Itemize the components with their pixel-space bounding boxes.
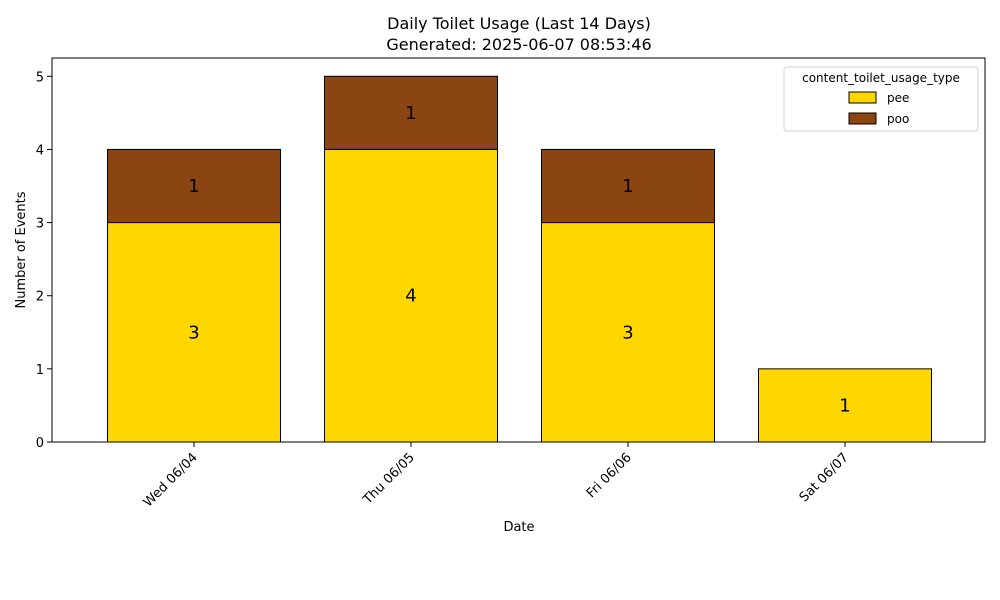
x-axis-label: Date xyxy=(503,520,534,535)
chart-title: Daily Toilet Usage (Last 14 Days) xyxy=(387,14,651,33)
y-tick-label: 3 xyxy=(36,217,44,232)
bar-value-label: 4 xyxy=(405,286,416,307)
x-tick-label: Wed 06/04 xyxy=(141,450,201,510)
y-tick-label: 2 xyxy=(36,290,44,305)
legend-swatch-pee xyxy=(848,91,877,104)
legend-title: content_toilet_usage_type xyxy=(802,71,960,85)
bar-pee-0 xyxy=(107,222,281,443)
bar-poo-1 xyxy=(324,75,498,150)
y-tick-label: 1 xyxy=(36,363,44,378)
bar-value-label: 1 xyxy=(839,395,850,416)
y-tick-label: 5 xyxy=(36,70,44,85)
y-tick-label: 0 xyxy=(36,436,44,451)
legend-items: pee poo xyxy=(848,91,909,126)
bar-poo-0 xyxy=(107,148,281,224)
legend-label-pee: pee xyxy=(887,91,909,105)
y-axis: 0 1 2 3 4 5 xyxy=(36,70,52,451)
bar-value-label: 1 xyxy=(622,176,633,197)
x-tick-label: Fri 06/06 xyxy=(584,450,635,501)
legend-box xyxy=(783,66,979,132)
x-tick-label: Sat 06/07 xyxy=(797,450,852,505)
legend-label-poo: poo xyxy=(887,112,909,126)
bar-value-label: 1 xyxy=(405,103,416,124)
bar-value-label: 1 xyxy=(188,176,199,197)
legend-swatch-poo xyxy=(848,112,877,125)
bar-value-label: 3 xyxy=(622,322,633,343)
y-tick-label: 4 xyxy=(36,143,44,158)
chart-subtitle: Generated: 2025-06-07 08:53:46 xyxy=(386,35,651,54)
bar-pee-2 xyxy=(541,222,715,443)
x-axis: Wed 06/04 Thu 06/05 Fri 06/06 Sat 06/07 xyxy=(141,442,852,510)
plot-frame xyxy=(51,57,986,443)
bar-labels-group: 3 1 4 1 3 1 1 xyxy=(188,103,850,417)
legend: content_toilet_usage_type pee poo xyxy=(783,66,979,132)
y-axis-label: Number of Events xyxy=(14,191,29,308)
bar-poo-2 xyxy=(541,148,715,224)
bar-value-label: 3 xyxy=(188,322,199,343)
x-tick-label: Thu 06/05 xyxy=(360,450,418,508)
bars-group xyxy=(107,75,932,443)
